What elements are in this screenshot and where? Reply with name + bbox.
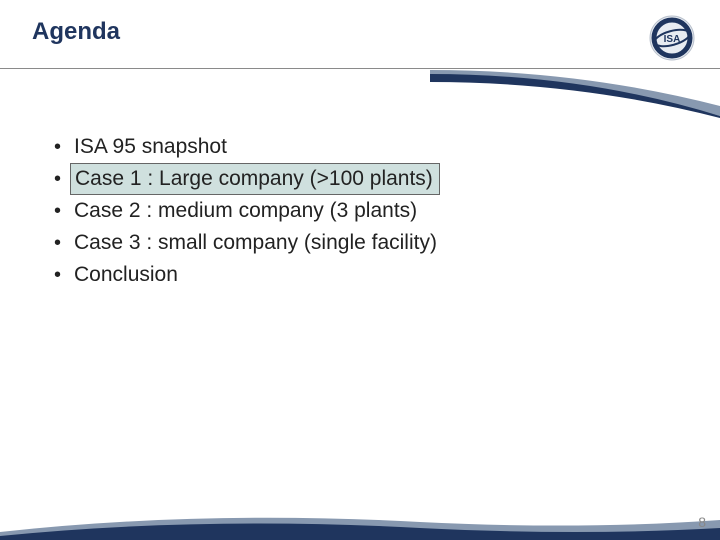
list-item: • Case 3 : small company (single facilit… [54,228,654,258]
page-number: 8 [698,514,706,530]
list-item: • ISA 95 snapshot [54,132,654,162]
bullet-text: ISA 95 snapshot [70,132,233,161]
bullet-icon: • [54,201,70,221]
top-swoosh-decoration [0,68,720,118]
bullet-icon: • [54,233,70,253]
isa-logo: ISA [648,14,696,62]
bullet-text: Case 2 : medium company (3 plants) [70,196,423,225]
bullet-icon: • [54,265,70,285]
bullet-text: Case 3 : small company (single facility) [70,228,443,257]
page-title: Agenda [32,18,120,46]
bullet-icon: • [54,169,70,189]
bullet-text-highlighted: Case 1 : Large company (>100 plants) [70,163,440,194]
list-item: • Conclusion [54,260,654,290]
list-item: • Case 1 : Large company (>100 plants) [54,164,654,194]
list-item: • Case 2 : medium company (3 plants) [54,196,654,226]
logo-text: ISA [664,34,681,45]
bullet-icon: • [54,137,70,157]
bottom-swoosh-decoration [0,480,720,540]
slide: Agenda ISA • ISA 95 snapshot • Case 1 : … [0,0,720,540]
bullet-text: Conclusion [70,260,184,289]
bullet-list: • ISA 95 snapshot • Case 1 : Large compa… [54,132,654,292]
